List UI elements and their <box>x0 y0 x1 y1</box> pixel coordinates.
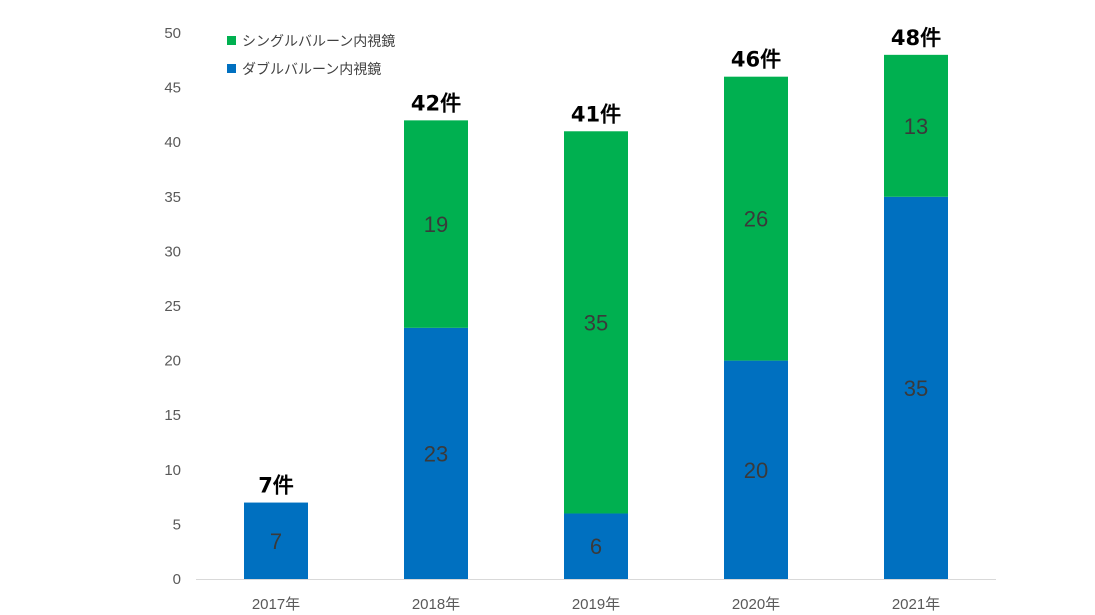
bar-total-label: 48件 <box>891 26 941 50</box>
bar-value-label: 7 <box>270 529 282 554</box>
bar-total-label: 41件 <box>571 102 621 126</box>
legend-swatch <box>227 36 236 45</box>
y-tick-label: 45 <box>164 80 181 97</box>
x-tick-label: 2017年 <box>252 596 300 613</box>
y-tick-label: 40 <box>164 134 181 151</box>
y-tick-label: 10 <box>164 462 181 479</box>
bar-segment <box>404 120 468 328</box>
bar-value-label: 35 <box>584 310 608 335</box>
y-tick-label: 25 <box>164 298 181 315</box>
bar-value-label: 13 <box>904 114 928 139</box>
y-tick-label: 5 <box>173 516 181 533</box>
bar-value-label: 19 <box>424 212 448 237</box>
x-tick-label: 2018年 <box>412 596 460 613</box>
bar-total-label: 7件 <box>258 474 294 498</box>
legend-swatch <box>227 64 236 73</box>
bar-value-label: 20 <box>744 458 768 483</box>
bar-segment <box>404 327 468 579</box>
bar-total-label: 46件 <box>731 48 781 72</box>
total-labels: 7件 42件 41件 46件 48件 <box>258 26 941 498</box>
bar-segment <box>244 502 308 579</box>
y-tick-label: 35 <box>164 189 181 206</box>
legend-label: ダブルバルーン内視鏡 <box>242 61 381 78</box>
y-tick-label: 15 <box>164 407 181 424</box>
x-tick-label: 2019年 <box>572 596 620 613</box>
bar-segment <box>724 360 788 579</box>
legend-label: シングルバルーン内視鏡 <box>242 34 395 50</box>
bar-total-label: 42件 <box>411 91 461 115</box>
bar-value-label: 23 <box>424 441 448 466</box>
bar-segment <box>724 76 788 361</box>
segment-data-labels: 7 23 19 6 35 20 26 35 13 <box>270 114 928 559</box>
y-tick-label: 50 <box>164 25 181 42</box>
bars <box>244 54 948 580</box>
y-axis: 0 5 10 15 20 25 30 35 40 45 50 <box>164 25 181 588</box>
bar-value-label: 35 <box>904 376 928 401</box>
bar-segment <box>884 54 948 197</box>
bar-segment <box>884 196 948 580</box>
bar-value-label: 6 <box>590 534 602 559</box>
y-tick-label: 0 <box>173 571 181 588</box>
x-tick-label: 2020年 <box>732 596 780 613</box>
bar-value-label: 26 <box>744 207 768 232</box>
bar-segment <box>564 131 628 514</box>
bar-segment <box>564 513 628 579</box>
y-tick-label: 30 <box>164 243 181 260</box>
y-tick-label: 20 <box>164 353 181 370</box>
x-axis: 2017年 2018年 2019年 2020年 2021年 <box>196 579 996 613</box>
x-tick-label: 2021年 <box>892 596 940 613</box>
